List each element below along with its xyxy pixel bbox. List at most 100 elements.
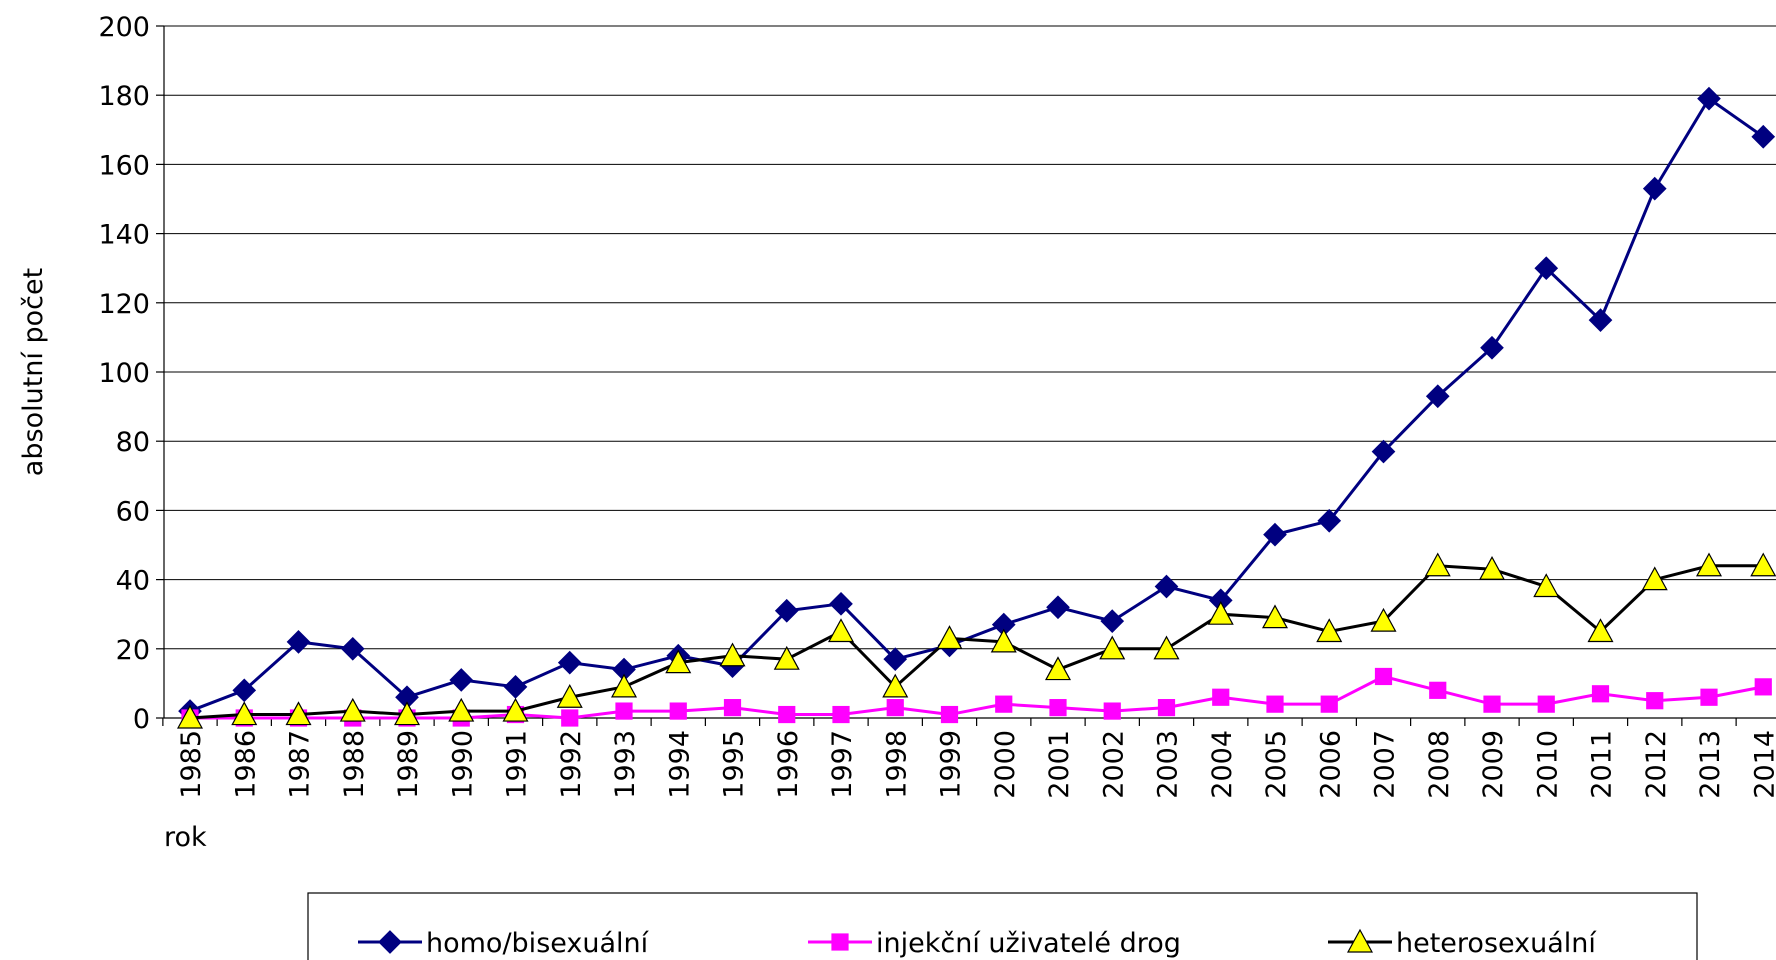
marker <box>502 697 529 722</box>
marker <box>778 705 796 724</box>
marker <box>827 618 855 643</box>
x-tick-label: 1993 <box>610 730 641 799</box>
legend-label: heterosexuální <box>1396 928 1597 959</box>
marker <box>448 697 475 722</box>
marker <box>1697 86 1721 111</box>
marker <box>882 673 909 698</box>
legend-label: injekční uživatelé drog <box>876 928 1181 959</box>
marker <box>1099 635 1126 660</box>
y-tick-label: 20 <box>116 635 150 666</box>
x-tick-label: 1991 <box>502 730 533 799</box>
marker <box>665 649 692 674</box>
marker <box>1425 384 1450 409</box>
marker <box>1263 522 1287 547</box>
marker <box>1371 439 1396 464</box>
x-tick-label: 2003 <box>1153 730 1184 799</box>
marker <box>1483 695 1501 713</box>
x-tick-label: 2010 <box>1532 730 1563 799</box>
marker <box>285 701 312 726</box>
x-tick-label: 2001 <box>1044 730 1075 799</box>
y-axis-label: absolutní počet <box>18 268 49 476</box>
x-tick-label: 1990 <box>447 730 478 799</box>
marker <box>393 701 421 726</box>
x-tick-label: 1999 <box>936 730 967 799</box>
marker <box>176 704 204 729</box>
marker <box>719 642 746 667</box>
marker <box>669 702 687 720</box>
x-tick-label: 2006 <box>1315 730 1346 799</box>
marker <box>1103 702 1121 720</box>
x-tick-label: 2000 <box>990 730 1021 799</box>
marker <box>995 695 1013 713</box>
marker <box>449 668 474 692</box>
y-tick-label: 200 <box>98 12 150 43</box>
marker <box>1346 928 1374 953</box>
x-tick-label: 2009 <box>1478 730 1509 799</box>
marker <box>340 636 365 661</box>
x-tick-label: 1992 <box>556 730 587 799</box>
marker <box>1534 256 1559 281</box>
x-tick-label: 1996 <box>773 730 804 799</box>
y-tick-label: 0 <box>133 704 150 735</box>
marker <box>1154 574 1179 599</box>
y-tick-label: 140 <box>98 220 150 251</box>
x-tick-label: 2008 <box>1424 730 1455 799</box>
x-axis-label: rok <box>164 822 207 853</box>
x-tick-label: 2002 <box>1098 730 1129 799</box>
marker <box>610 673 638 698</box>
marker <box>1537 695 1555 713</box>
marker <box>1754 678 1772 696</box>
x-tick-label: 2013 <box>1695 730 1726 799</box>
marker <box>774 598 799 623</box>
marker <box>1157 699 1176 717</box>
marker <box>1316 618 1343 643</box>
x-tick-label: 2012 <box>1641 730 1672 799</box>
marker <box>1261 604 1289 629</box>
marker <box>378 930 402 954</box>
x-tick-label: 1986 <box>230 730 261 799</box>
marker <box>1695 552 1723 577</box>
marker <box>829 591 853 616</box>
marker <box>1478 555 1506 580</box>
marker <box>1750 552 1776 577</box>
marker <box>1751 124 1776 149</box>
marker <box>1212 688 1230 706</box>
marker <box>886 699 904 717</box>
x-tick-label: 1994 <box>664 730 695 799</box>
marker <box>561 709 579 727</box>
marker <box>1429 681 1447 699</box>
x-tick-label: 2014 <box>1749 730 1776 799</box>
marker <box>990 628 1017 653</box>
marker <box>615 702 633 720</box>
x-tick-label: 2011 <box>1587 730 1618 799</box>
marker <box>1533 573 1560 598</box>
marker <box>940 705 959 724</box>
marker <box>1049 699 1067 717</box>
series-line <box>190 674 1764 720</box>
marker <box>286 630 311 654</box>
marker <box>883 647 908 672</box>
x-tick-label: 1989 <box>393 730 424 799</box>
y-tick-label: 80 <box>116 427 150 458</box>
marker <box>1642 176 1667 201</box>
series-line <box>189 564 1764 720</box>
marker <box>1044 656 1072 681</box>
marker <box>723 699 742 717</box>
marker <box>557 650 582 675</box>
marker <box>1700 688 1718 706</box>
y-tick-label: 40 <box>116 566 150 597</box>
x-tick-label: 1995 <box>719 730 750 799</box>
x-tick-label: 1998 <box>881 730 912 799</box>
marker <box>1207 600 1234 625</box>
marker <box>339 697 366 722</box>
marker <box>556 683 583 708</box>
x-tick-label: 2005 <box>1261 730 1292 799</box>
marker <box>1424 552 1451 577</box>
y-tick-label: 160 <box>98 150 150 181</box>
marker <box>773 645 800 670</box>
marker <box>1646 692 1664 710</box>
y-tick-label: 180 <box>98 81 150 112</box>
marker <box>1153 635 1180 660</box>
